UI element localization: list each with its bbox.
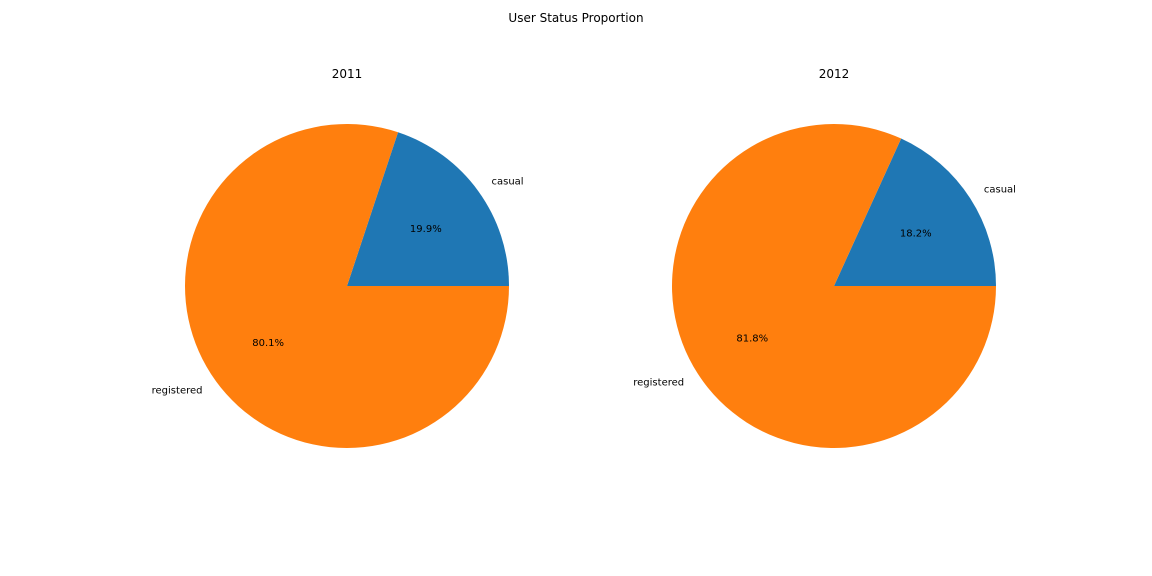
slice-label-registered: registered <box>152 385 203 396</box>
pie-chart-2012: 2012 casual 18.2% registered 81.8% <box>633 67 1016 448</box>
chart-title-2011: 2011 <box>332 67 363 81</box>
labels-2012: casual 18.2% registered 81.8% <box>633 185 1016 389</box>
labels-2011: casual 19.9% registered 80.1% <box>152 177 524 397</box>
slice-label-registered: registered <box>633 377 684 388</box>
pie-slice-registered <box>185 124 510 449</box>
pie-slice-casual <box>834 138 996 286</box>
pie-slice-registered <box>672 123 996 448</box>
figure-title: User Status Proportion <box>508 11 643 25</box>
slice-label-casual: casual <box>492 177 524 188</box>
pct-label-registered: 81.8% <box>736 334 768 345</box>
pct-label-registered: 80.1% <box>252 338 284 349</box>
pct-label-casual: 18.2% <box>900 228 932 239</box>
slice-label-casual: casual <box>984 185 1016 196</box>
chart-title-2012: 2012 <box>819 67 850 81</box>
pie-slice-casual <box>347 132 509 286</box>
pct-label-casual: 19.9% <box>410 224 442 235</box>
slices-2012 <box>672 123 996 448</box>
slices-2011 <box>185 124 510 449</box>
pie-chart-2011: 2011 casual 19.9% registered 80.1% <box>152 67 524 449</box>
